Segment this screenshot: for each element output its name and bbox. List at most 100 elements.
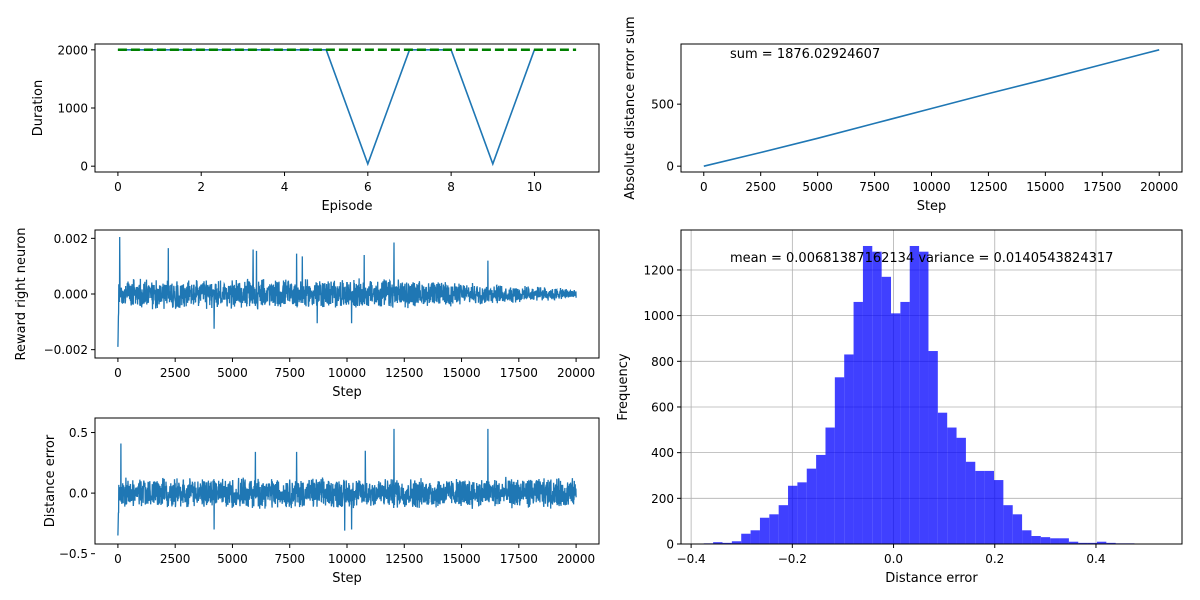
x-tick-label: 0 — [114, 366, 122, 380]
y-tick-label: −0.5 — [59, 547, 88, 561]
histogram-bar — [928, 351, 938, 544]
x-tick-label: 0 — [700, 180, 708, 194]
histogram-bar — [1012, 514, 1023, 544]
histogram-bar — [872, 251, 882, 544]
y-tick-label: 1200 — [643, 263, 674, 277]
histogram-bar — [1106, 542, 1116, 544]
x-tick-label: 20000 — [557, 366, 595, 380]
histogram-bar — [1059, 538, 1069, 544]
x-tick-label: 5000 — [217, 366, 248, 380]
histogram-bar — [909, 245, 920, 544]
x-tick-label: 17500 — [1083, 180, 1121, 194]
histogram-bar — [993, 480, 1004, 544]
histogram-bar — [1078, 542, 1088, 544]
x-tick-label: 5000 — [802, 180, 833, 194]
axes-frame — [680, 229, 1183, 545]
histogram-bar — [956, 437, 966, 544]
y-tick-label: 800 — [651, 355, 674, 369]
x-tick-label: 0 — [114, 552, 122, 566]
x-tick-label: 2500 — [160, 552, 191, 566]
panel-reward-right-neuron: 0 2500 5000 7500 10000 12500 15000 17500 20000 −0… — [14, 228, 600, 400]
histogram-bar — [834, 377, 845, 544]
y-tick-label: −0.002 — [44, 343, 88, 357]
x-tick-label: 17500 — [500, 552, 538, 566]
histogram-bar — [797, 482, 807, 544]
panel-distance-error: 0 2500 5000 7500 10000 12500 15000 17500 20000 −0… — [43, 417, 600, 586]
y-axis-label: Duration — [31, 80, 46, 136]
x-tick-label: 5000 — [217, 552, 248, 566]
histogram-bar — [713, 542, 723, 544]
histogram-bar — [947, 427, 957, 544]
histogram-bar — [1040, 537, 1051, 544]
histogram-bar — [891, 313, 901, 544]
x-tick-label: 7500 — [274, 552, 305, 566]
y-tick-label: 200 — [651, 492, 674, 506]
histogram-bar — [788, 485, 798, 544]
x-axis-label: Step — [332, 571, 362, 586]
axes-frame — [680, 43, 1183, 173]
panel-abs-error-sum: 0 2500 5000 7500 10000 12500 15000 17500 20000 0 5… — [623, 16, 1183, 214]
y-tick-label: 600 — [651, 400, 674, 414]
x-tick-label: 0.4 — [1086, 552, 1105, 566]
histogram-bar — [919, 251, 929, 544]
x-tick-label: 7500 — [274, 366, 305, 380]
histogram-bar — [984, 470, 994, 544]
histogram-bar — [1031, 536, 1041, 544]
histogram-bar — [881, 276, 892, 544]
histogram-bar — [750, 530, 760, 544]
y-tick-label: 0.000 — [54, 288, 88, 302]
x-tick-label: 0.2 — [985, 552, 1004, 566]
y-tick-label: 400 — [651, 446, 674, 460]
histogram-bar — [1087, 542, 1097, 544]
histogram-bar — [1050, 538, 1060, 544]
y-tick-label: 2000 — [57, 43, 88, 57]
x-tick-label: 15000 — [442, 366, 480, 380]
histogram-bar — [900, 301, 910, 544]
x-axis-label: Step — [917, 199, 947, 214]
histogram-bar — [975, 470, 985, 544]
x-tick-label: 15000 — [442, 552, 480, 566]
axes-frame — [94, 43, 600, 173]
x-tick-label: −0.4 — [677, 552, 706, 566]
x-tick-label: 10000 — [912, 180, 950, 194]
histogram-bar — [937, 412, 948, 544]
series-line — [117, 428, 577, 536]
x-axis-label: Distance error — [885, 571, 978, 586]
histogram-bar — [965, 461, 976, 544]
axes-frame — [94, 229, 600, 359]
histogram-bar — [853, 301, 863, 544]
histogram-bar — [778, 505, 789, 544]
axes-frame — [94, 417, 600, 545]
y-axis-label: Absolute distance error sum — [623, 16, 638, 199]
histogram-bar — [722, 542, 732, 544]
histogram-bar — [759, 517, 770, 544]
x-tick-label: 2500 — [160, 366, 191, 380]
x-tick-label: 17500 — [500, 366, 538, 380]
histogram-bar — [1068, 541, 1079, 544]
x-tick-label: 20000 — [557, 552, 595, 566]
panel-distance-error-histogram: −0.4 −0.2 0.0 0.2 0.4 0 200 400 600 800 1000 1200 D… — [616, 229, 1183, 586]
histogram-bar — [816, 454, 826, 544]
y-tick-label: 0.5 — [69, 426, 88, 440]
x-tick-label: 12500 — [969, 180, 1007, 194]
sum-annotation: sum = 1876.02924607 — [730, 47, 880, 62]
x-tick-label: 2 — [197, 180, 205, 194]
histogram-bar — [825, 427, 835, 544]
x-tick-label: 7500 — [859, 180, 890, 194]
x-tick-label: 0.0 — [884, 552, 903, 566]
x-tick-label: 10000 — [328, 552, 366, 566]
histogram-bar — [806, 468, 817, 544]
y-axis-label: Frequency — [616, 353, 631, 420]
y-tick-label: 1000 — [643, 309, 674, 323]
y-axis-label: Distance error — [43, 434, 58, 527]
y-tick-label: 0 — [666, 160, 674, 174]
y-axis-label: Reward right neuron — [14, 228, 29, 361]
x-tick-label: 6 — [364, 180, 372, 194]
series-line — [703, 49, 1160, 167]
y-tick-label: 0.002 — [54, 232, 88, 246]
y-tick-label: 1000 — [57, 102, 88, 116]
y-tick-label: 0.0 — [69, 487, 88, 501]
x-tick-label: 10000 — [328, 366, 366, 380]
x-tick-label: 15000 — [1026, 180, 1064, 194]
